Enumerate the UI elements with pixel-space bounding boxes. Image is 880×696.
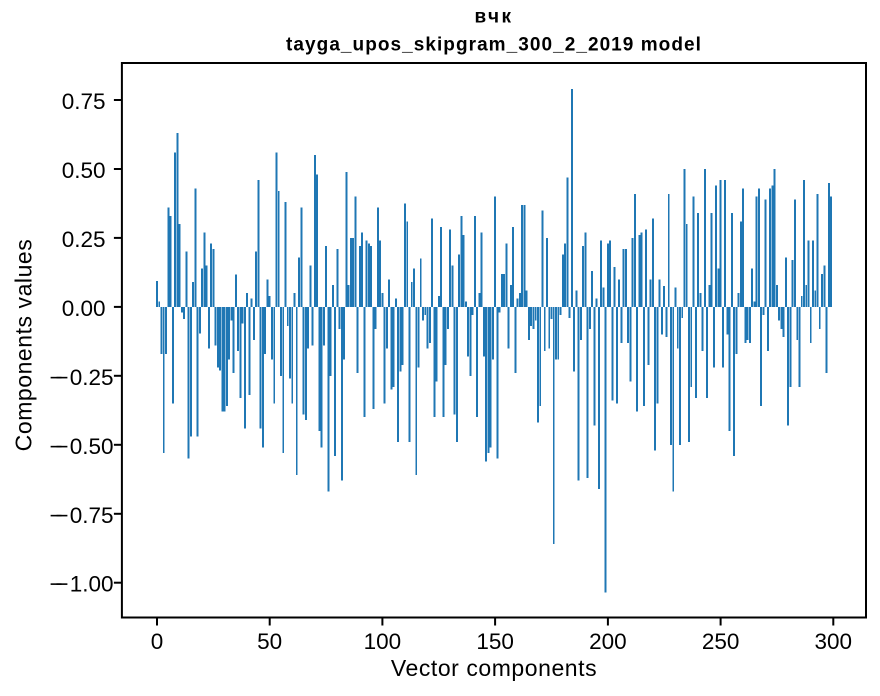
- svg-text:100: 100: [364, 629, 402, 654]
- svg-text:−−1.00: −−1.00: [50, 572, 114, 597]
- svg-text:0.75: 0.75: [62, 89, 106, 114]
- svg-text:0.25: 0.25: [62, 227, 106, 252]
- svg-text:вчк: вчк: [475, 7, 514, 28]
- svg-text:Components values: Components values: [11, 239, 37, 452]
- svg-text:−−0.50: −−0.50: [50, 434, 114, 459]
- svg-text:200: 200: [589, 629, 627, 654]
- svg-text:300: 300: [815, 629, 853, 654]
- svg-text:0.00: 0.00: [62, 296, 106, 321]
- svg-text:150: 150: [476, 629, 514, 654]
- svg-text:−−0.75: −−0.75: [50, 503, 114, 528]
- svg-text:tayga_upos_skipgram_300_2_2019: tayga_upos_skipgram_300_2_2019 model: [286, 34, 702, 55]
- svg-text:−−0.25: −−0.25: [50, 365, 114, 390]
- svg-text:250: 250: [702, 629, 740, 654]
- svg-text:0: 0: [151, 629, 164, 654]
- svg-text:50: 50: [257, 629, 282, 654]
- svg-text:Vector components: Vector components: [391, 655, 597, 681]
- svg-text:0.50: 0.50: [62, 158, 106, 183]
